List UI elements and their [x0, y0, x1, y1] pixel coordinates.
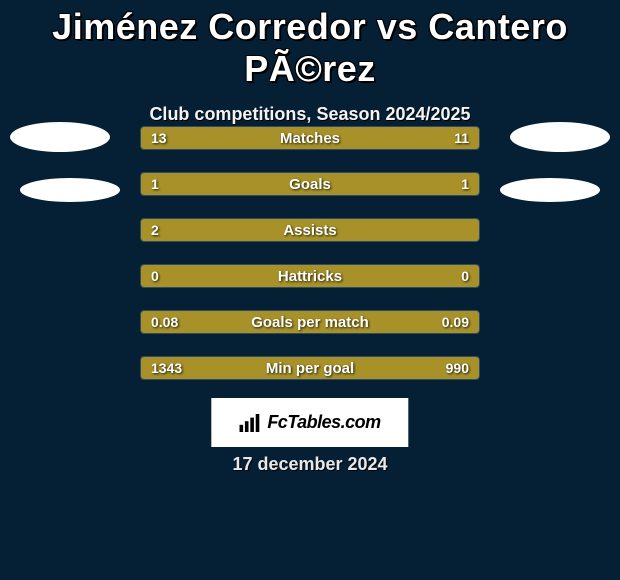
stat-bar-right	[310, 173, 479, 195]
stat-bar-left	[141, 311, 300, 333]
stat-row: 11Goals	[140, 172, 480, 196]
brand-text: FcTables.com	[267, 412, 380, 433]
stat-row: 0.080.09Goals per match	[140, 310, 480, 334]
stats-container: 1311Matches 11Goals 2Assists 00Hattricks 0.0…	[140, 126, 480, 402]
stat-row: 2Assists	[140, 218, 480, 242]
player-right-avatar	[510, 122, 610, 152]
player-left-avatar	[10, 122, 110, 152]
stat-row: 1311Matches	[140, 126, 480, 150]
stat-bar-left	[141, 127, 324, 149]
brand-bars-icon	[239, 414, 261, 432]
stat-row: 1343990Min per goal	[140, 356, 480, 380]
stat-bar-right	[324, 127, 479, 149]
footer-date: 17 december 2024	[0, 454, 620, 475]
subtitle: Club competitions, Season 2024/2025	[0, 104, 620, 125]
stat-bar-right	[300, 311, 479, 333]
stat-bar-left	[141, 265, 310, 287]
player-left-shirt	[20, 178, 120, 202]
player-right-shirt	[500, 178, 600, 202]
stat-bar-left	[141, 219, 479, 241]
stat-bar-right	[310, 265, 479, 287]
page-title: Jiménez Corredor vs Cantero PÃ©rez	[0, 0, 620, 90]
stat-bar-left	[141, 357, 336, 379]
stat-bar-right	[336, 357, 479, 379]
stat-row: 00Hattricks	[140, 264, 480, 288]
brand-badge: FcTables.com	[211, 398, 408, 447]
stat-bar-left	[141, 173, 310, 195]
